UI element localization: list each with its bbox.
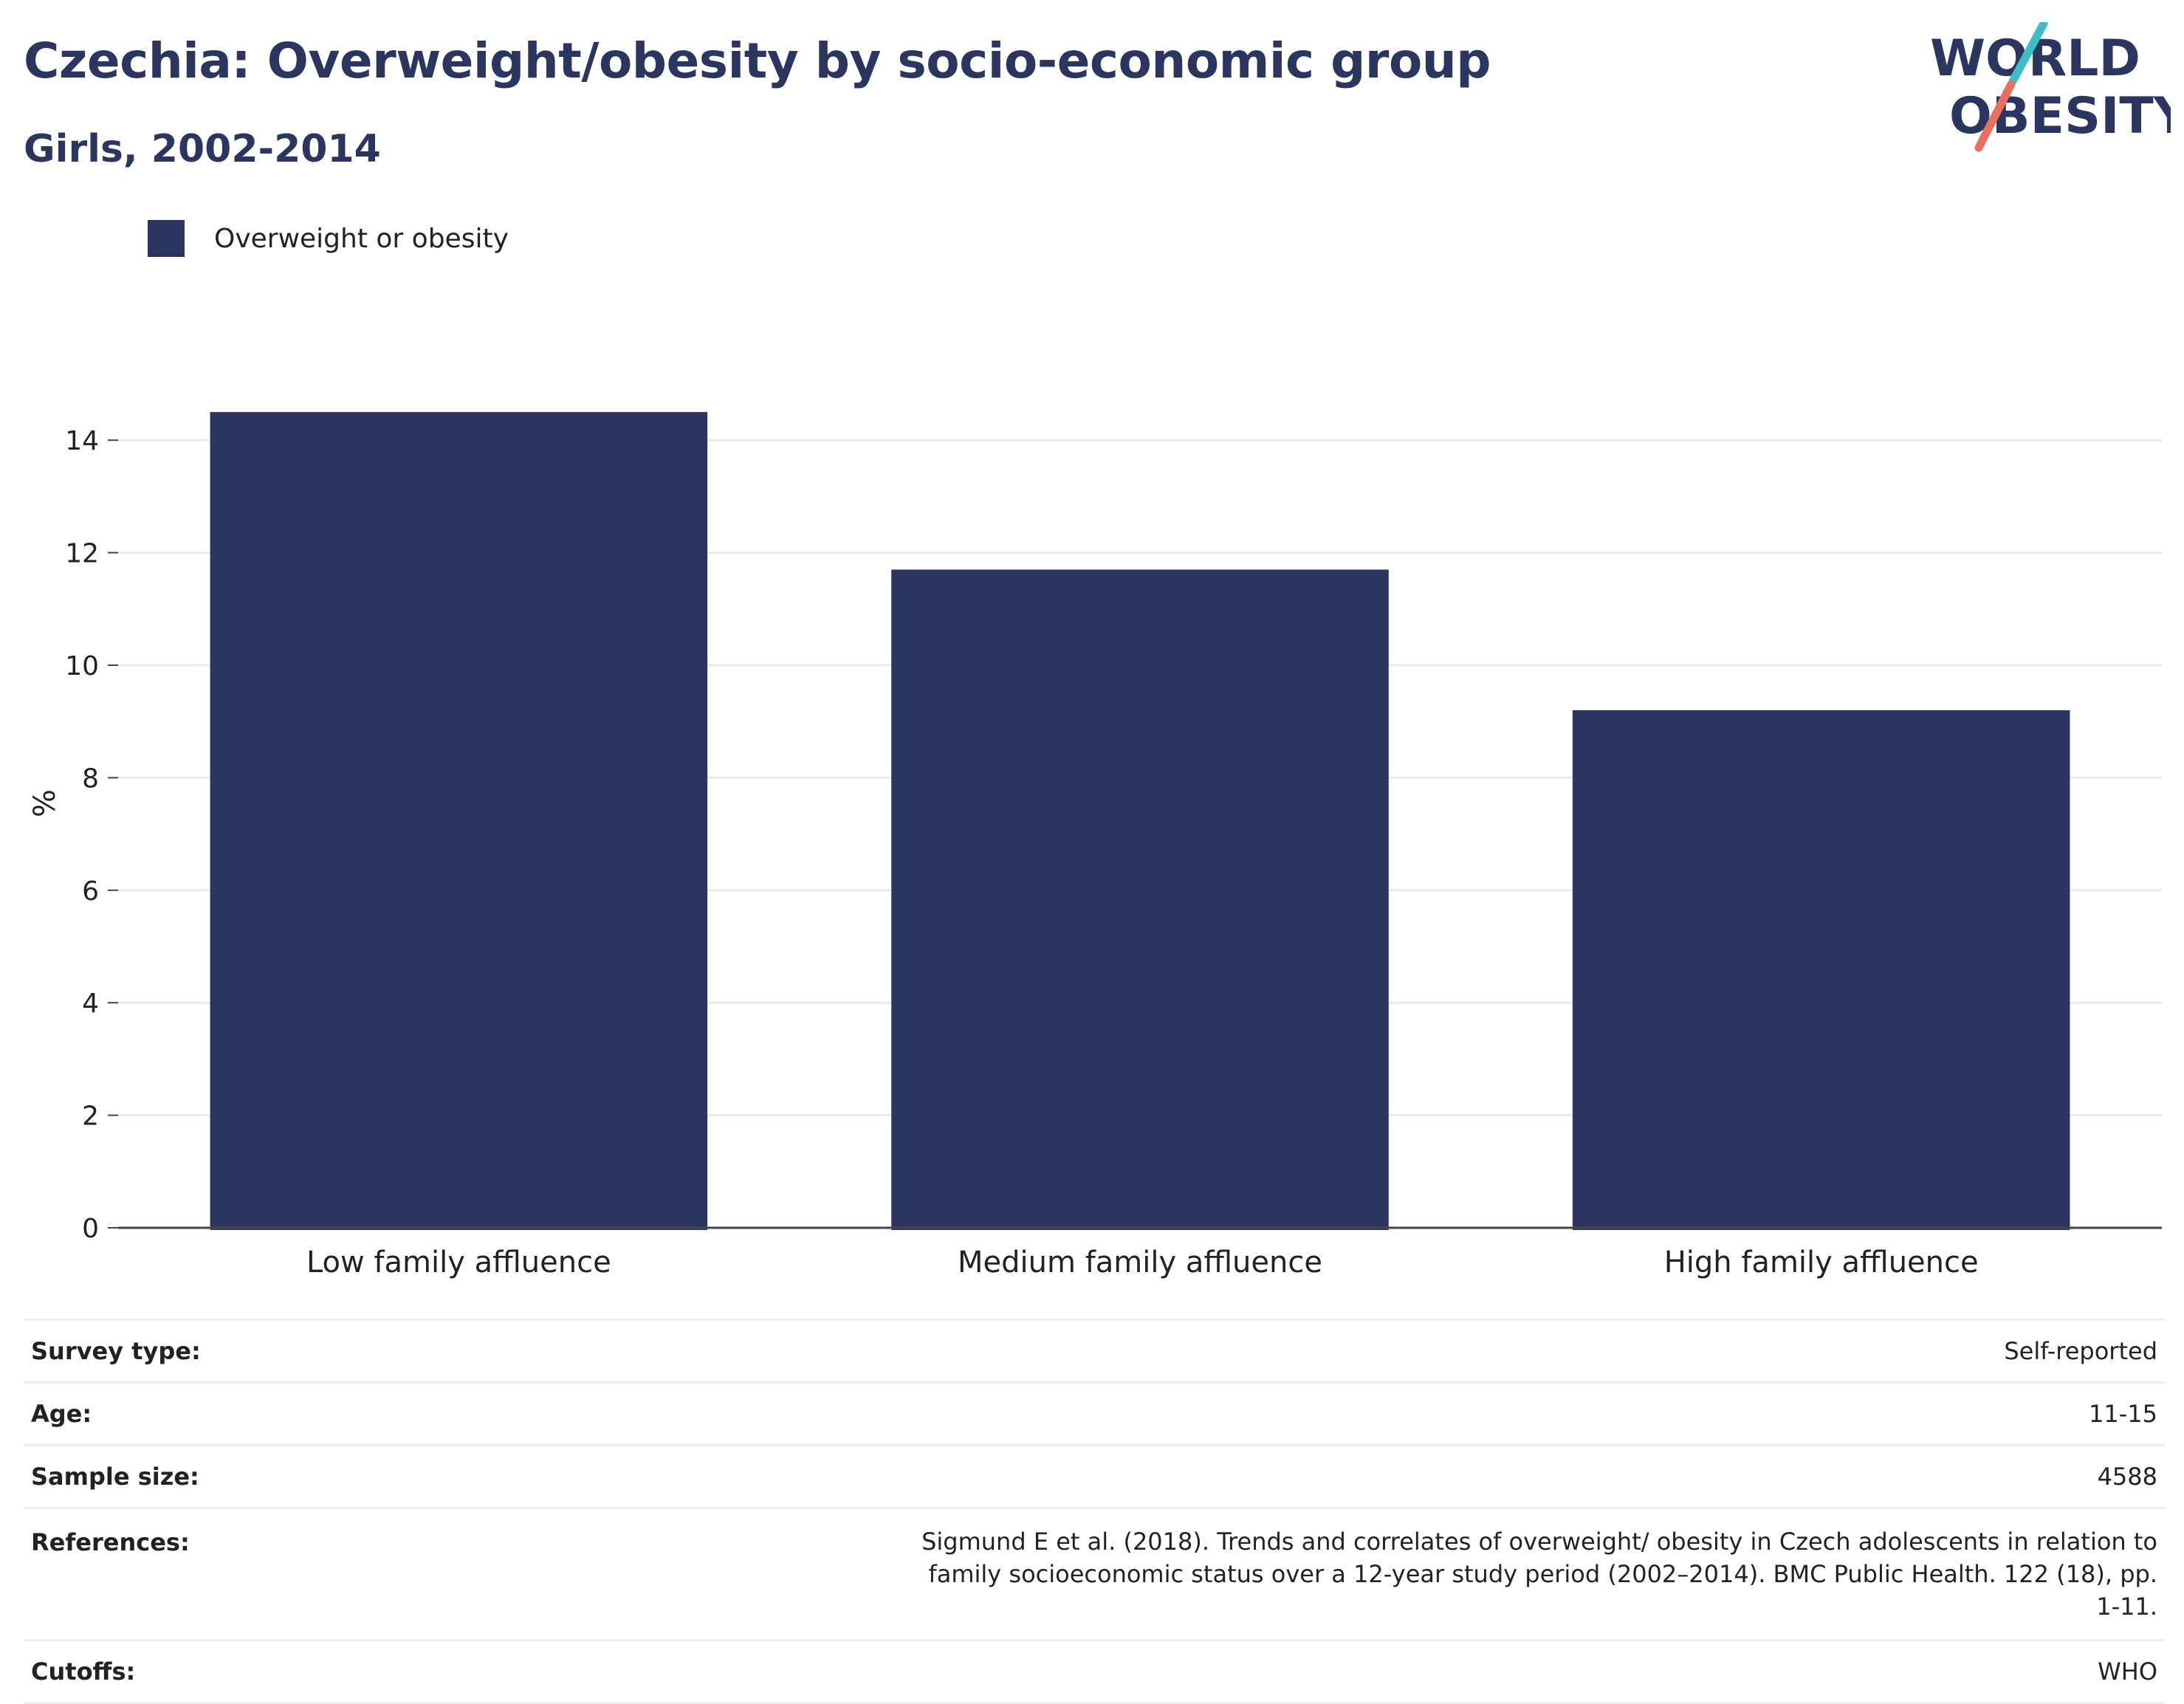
x-category-label: High family affluence — [1664, 1246, 1979, 1279]
bar — [891, 569, 1389, 1230]
info-row: Sample size: 4588 — [24, 1444, 2165, 1508]
y-tick-label: 0 — [82, 1214, 99, 1244]
x-category-label: Medium family affluence — [958, 1246, 1322, 1279]
bar — [1572, 710, 2070, 1230]
info-key: Age: — [24, 1381, 334, 1446]
chart-title: Czechia: Overweight/obesity by socio-eco… — [24, 32, 1491, 89]
chart-subtitle: Girls, 2002-2014 — [24, 127, 381, 171]
info-row: Cutoffs: WHO — [24, 1639, 2165, 1704]
survey-info-table: Survey type: Self-reported Age: 11-15 Sample… — [24, 1319, 2165, 1704]
logo-slash-teal — [2008, 22, 2048, 86]
x-category-label: Low family affluence — [306, 1246, 611, 1279]
info-key: Cutoffs: — [24, 1639, 334, 1704]
info-value: 4588 — [334, 1444, 2165, 1508]
info-value: Self-reported — [334, 1319, 2165, 1383]
bars — [210, 412, 2070, 1230]
y-tick-label: 8 — [82, 763, 99, 794]
y-tick-label: 2 — [82, 1102, 99, 1132]
bar — [210, 412, 708, 1230]
y-tick-label: 6 — [82, 876, 99, 907]
info-key: Survey type: — [24, 1319, 334, 1383]
info-key: Sample size: — [24, 1444, 334, 1508]
y-tick-label: 12 — [65, 539, 99, 569]
info-value: WHO — [334, 1639, 2165, 1704]
y-axis-title: % — [28, 789, 62, 817]
legend-label: Overweight or obesity — [214, 223, 509, 254]
y-tick-label: 10 — [65, 651, 99, 681]
legend-swatch — [148, 220, 185, 257]
info-value: 11-15 — [334, 1381, 2165, 1446]
y-tick-label: 4 — [82, 989, 99, 1019]
info-row: Age: 11-15 — [24, 1381, 2165, 1446]
info-row: References: Sigmund E et al. (2018). Tren… — [24, 1507, 2165, 1641]
info-value: Sigmund E et al. (2018). Trends and corr… — [334, 1507, 2165, 1641]
bar-chart: 0 2 4 6 8 10 12 14 Low family affluence Medium fa… — [28, 412, 2162, 1279]
world-obesity-logo: WORLD OBESITY — [1930, 22, 2171, 152]
axes: 0 2 4 6 8 10 12 14 Low family affluence Medium fa… — [65, 426, 2162, 1279]
chart-legend: Overweight or obesity — [148, 220, 509, 257]
info-row: Survey type: Self-reported — [24, 1319, 2165, 1383]
y-tick-label: 14 — [65, 426, 99, 456]
info-key: References: — [24, 1507, 334, 1641]
logo-slash-coral — [1974, 80, 2016, 152]
